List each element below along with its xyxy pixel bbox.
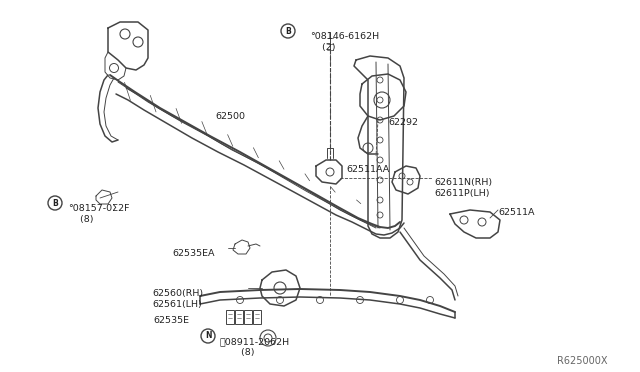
Text: °08157-0Σ2F
    (8): °08157-0Σ2F (8) [68, 204, 129, 224]
Text: 62500: 62500 [215, 112, 245, 121]
Text: B: B [285, 26, 291, 35]
Text: N: N [205, 331, 211, 340]
Text: 62511A: 62511A [498, 208, 534, 217]
Text: 62511AA: 62511AA [346, 165, 389, 174]
Bar [226, 310, 234, 324]
Text: ⓝ08911-2062H
       (8): ⓝ08911-2062H (8) [220, 337, 290, 357]
Text: °08146-6162H
    (2): °08146-6162H (2) [310, 32, 379, 52]
Bar [235, 310, 243, 324]
Text: 62560(RH)
62561(LH): 62560(RH) 62561(LH) [152, 289, 203, 309]
Text: 62535EA: 62535EA [172, 249, 214, 258]
Bar [253, 310, 261, 324]
Text: R625000X: R625000X [557, 356, 608, 366]
Bar [244, 310, 252, 324]
Text: 62292: 62292 [388, 118, 418, 127]
Text: B: B [52, 199, 58, 208]
Text: 62535E: 62535E [153, 316, 189, 325]
Text: 62611N(RH)
62611P(LH): 62611N(RH) 62611P(LH) [434, 178, 492, 198]
